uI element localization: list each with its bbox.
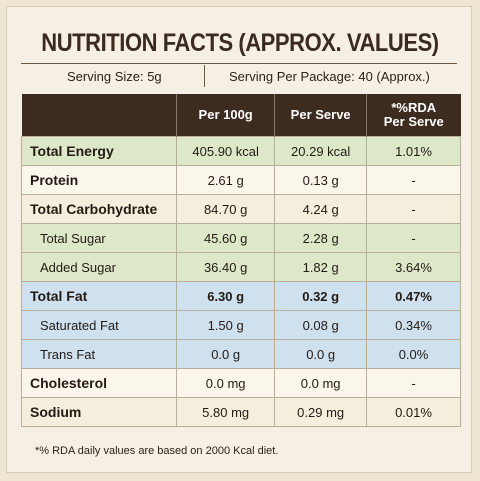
value-cell: 36.40 g: [175, 252, 276, 282]
value-cell: 0.0 mg: [175, 368, 276, 398]
table-row: Added Sugar 36.40 g 1.82 g 3.64%: [21, 252, 461, 282]
header-cell: Per Serve: [274, 94, 367, 137]
table-row: Protein 2.61 g 0.13 g-: [21, 165, 461, 195]
value-cell: -: [366, 368, 461, 398]
value-cell: 405.90 kcal: [175, 136, 276, 166]
nutrient-name: Trans Fat: [21, 339, 177, 369]
value-cell: 5.80 mg: [175, 397, 276, 427]
nutrient-name: Total Carbohydrate: [21, 194, 177, 224]
value-cell: 0.34%: [366, 310, 461, 340]
serving-per-package: Serving Per Package: 40 (Approx.): [229, 69, 430, 84]
value-cell: 6.30 g: [175, 281, 276, 311]
nutrient-name: Sodium: [21, 397, 177, 427]
header-cell: *%RDA Per Serve: [366, 94, 461, 137]
table-row: Sodium 5.80 mg 0.29 mg 0.01%: [21, 397, 461, 427]
value-cell: 3.64%: [366, 252, 461, 282]
value-cell: 0.32 g: [274, 281, 368, 311]
table-row: Total Energy 405.90 kcal 20.29 kcal 1.01%: [21, 136, 461, 166]
divider: [21, 63, 457, 64]
nutrition-table: Per 100g Per Serve *%RDA Per Serve Total E…: [21, 94, 461, 427]
value-cell: 0.29 mg: [274, 397, 368, 427]
nutrient-name: Saturated Fat: [21, 310, 177, 340]
value-cell: 45.60 g: [175, 223, 276, 253]
value-cell: 20.29 kcal: [274, 136, 368, 166]
value-cell: 0.0 g: [175, 339, 276, 369]
value-cell: 2.61 g: [175, 165, 276, 195]
nutrient-name: Total Energy: [21, 136, 177, 166]
footnote: *% RDA daily values are based on 2000 Kc…: [35, 445, 279, 457]
header-text: Per Serve: [290, 107, 351, 122]
value-cell: 84.70 g: [175, 194, 276, 224]
nutrient-name: Total Fat: [21, 281, 177, 311]
value-cell: 1.01%: [366, 136, 461, 166]
divider: [204, 65, 205, 87]
nutrient-name: Cholesterol: [21, 368, 177, 398]
header-text: *%RDA Per Serve: [383, 100, 444, 129]
serving-size: Serving Size: 5g: [67, 69, 162, 84]
value-cell: 1.50 g: [175, 310, 276, 340]
value-cell: 0.01%: [366, 397, 461, 427]
table-row: Trans Fat 0.0 g 0.0 g 0.0%: [21, 339, 461, 369]
nutrient-name: Total Sugar: [21, 223, 177, 253]
nutrient-name: Protein: [21, 165, 177, 195]
value-cell: 0.08 g: [274, 310, 368, 340]
header-row: Per 100g Per Serve *%RDA Per Serve: [21, 94, 461, 137]
value-cell: 0.47%: [366, 281, 461, 311]
table-row: Total Sugar 45.60 g 2.28 g-: [21, 223, 461, 253]
value-cell: 0.0%: [366, 339, 461, 369]
value-cell: 1.82 g: [274, 252, 368, 282]
table-row: Total Fat 6.30 g 0.32 g 0.47%: [21, 281, 461, 311]
nutrient-name: Added Sugar: [21, 252, 177, 282]
value-cell: 0.0 mg: [274, 368, 368, 398]
table-row: Saturated Fat 1.50 g 0.08 g 0.34%: [21, 310, 461, 340]
table-row: Cholesterol 0.0 mg 0.0 mg -: [21, 368, 461, 398]
value-cell: -: [366, 194, 461, 224]
value-cell: 2.28 g: [274, 223, 368, 253]
value-cell: 4.24 g: [274, 194, 368, 224]
nutrition-card: NUTRITION FACTS (APPROX. VALUES) Serving…: [6, 6, 472, 473]
value-cell: 0.13 g: [274, 165, 368, 195]
value-cell: 0.0 g: [274, 339, 368, 369]
value-cell: -: [366, 165, 461, 195]
title: NUTRITION FACTS (APPROX. VALUES): [41, 29, 439, 57]
header-cell: [21, 94, 177, 137]
header-cell: Per 100g: [175, 94, 275, 137]
value-cell: -: [366, 223, 461, 253]
header-text: Per 100g: [198, 107, 253, 122]
table-row: Total Carbohydrate 84.70 g 4.24 g-: [21, 194, 461, 224]
